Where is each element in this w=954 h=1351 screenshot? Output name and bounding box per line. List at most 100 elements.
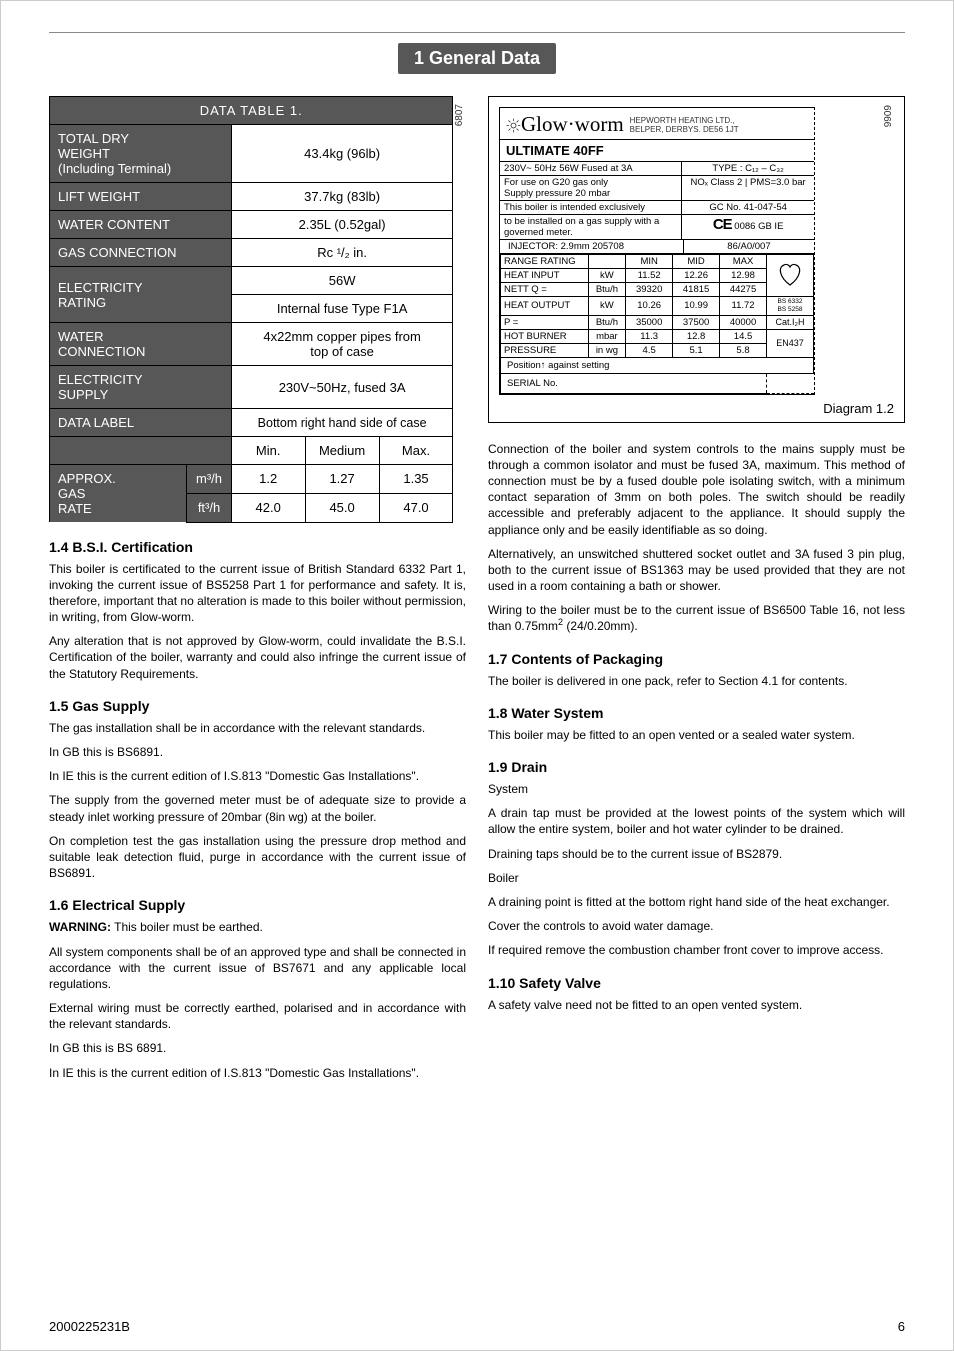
cell: 1.2 <box>231 465 305 494</box>
sun-icon <box>506 114 521 129</box>
para: In GB this is BS6891. <box>49 744 466 760</box>
plate-c: 11.52 <box>626 269 673 283</box>
plate-th <box>588 255 626 269</box>
plate-r: HEAT OUTPUT <box>501 297 589 316</box>
diagram-label: Diagram 1.2 <box>499 395 894 416</box>
plate-th: RANGE RATING <box>501 255 589 269</box>
cat-cell: BS 6332 BS 5258 <box>767 297 814 316</box>
cell: 47.0 <box>379 493 453 522</box>
cell: 1.35 <box>379 465 453 494</box>
row-label: WATER CONNECTION <box>50 323 232 366</box>
plate-c: 12.8 <box>673 329 720 343</box>
plate-c: 35000 <box>626 315 673 329</box>
para: Alternatively, an unswitched shuttered s… <box>488 546 905 595</box>
plate-cell: to be installed on a gas supply with a g… <box>500 215 682 239</box>
injector-val: 86/A0/007 <box>684 240 814 253</box>
row-label: ELECTRICITY SUPPLY <box>50 366 232 409</box>
plate-c: 5.1 <box>673 343 720 357</box>
plate-c: 12.98 <box>720 269 767 283</box>
plate-c: 14.5 <box>720 329 767 343</box>
brand-sub1: HEPWORTH HEATING LTD., <box>630 116 735 125</box>
row-val: Internal fuse Type F1A <box>231 295 453 323</box>
plate-c: 10.99 <box>673 297 720 316</box>
plate-cell: CE 0086 GB IE <box>682 215 814 239</box>
row-val: 230V~50Hz, fused 3A <box>231 366 453 409</box>
table-caption: DATA TABLE 1. <box>50 97 453 125</box>
page-title: 1 General Data <box>398 43 556 74</box>
plate-u: mbar <box>588 329 626 343</box>
plate-c: 41815 <box>673 283 720 297</box>
cell: 42.0 <box>231 493 305 522</box>
plate-c: 11.3 <box>626 329 673 343</box>
warning-label: WARNING: <box>49 920 111 934</box>
plate-r: P = <box>501 315 589 329</box>
para: This boiler is certificated to the curre… <box>49 561 466 626</box>
spacer <box>50 437 232 465</box>
plate-th: MIN <box>626 255 673 269</box>
plate-cell: GC No. 41-047-54 <box>682 201 814 214</box>
ce-mark: CE <box>713 216 732 233</box>
plate-r: HEAT INPUT <box>501 269 589 283</box>
row-val: Bottom right hand side of case <box>231 409 453 437</box>
brand-text: Glow·worm <box>521 112 624 136</box>
para: Connection of the boiler and system cont… <box>488 441 905 538</box>
col-head: Medium <box>305 437 379 465</box>
para-span: Wiring to the boiler must be to the curr… <box>488 603 905 633</box>
plate-u: in wg <box>588 343 626 357</box>
heading-16: 1.6 Electrical Supply <box>49 897 466 913</box>
plate-u: Btu/h <box>588 315 626 329</box>
plate-c: 44275 <box>720 283 767 297</box>
plate-r: NETT Q = <box>501 283 589 297</box>
ce-num: 0086 GB IE <box>734 221 783 232</box>
para: Wiring to the boiler must be to the curr… <box>488 602 905 634</box>
para: In IE this is the current edition of I.S… <box>49 1065 466 1081</box>
col-head: Min. <box>231 437 305 465</box>
para: Boiler <box>488 870 905 886</box>
plate-th: MAX <box>720 255 767 269</box>
para: Draining taps should be to the current i… <box>488 846 905 862</box>
plate-c: 4.5 <box>626 343 673 357</box>
plate-c: 12.26 <box>673 269 720 283</box>
unit: ft³/h <box>187 493 231 522</box>
cell: 1.27 <box>305 465 379 494</box>
footer-right: 6 <box>898 1319 905 1334</box>
footer-left: 2000225231B <box>49 1319 130 1334</box>
para: In GB this is BS 6891. <box>49 1040 466 1056</box>
para: A drain tap must be provided at the lowe… <box>488 805 905 837</box>
para: A draining point is fitted at the bottom… <box>488 894 905 910</box>
para: On completion test the gas installation … <box>49 833 466 882</box>
para: The supply from the governed meter must … <box>49 792 466 824</box>
row-val: 43.4kg (96lb) <box>231 125 453 183</box>
injector-label: INJECTOR: 2.9mm 205708 <box>500 240 684 253</box>
para: Cover the controls to avoid water damage… <box>488 918 905 934</box>
row-val: 56W <box>231 267 453 295</box>
cell: 45.0 <box>305 493 379 522</box>
row-label: DATA LABEL <box>50 409 232 437</box>
heading-18: 1.8 Water System <box>488 705 905 721</box>
table-code: 6807 <box>454 104 466 126</box>
heading-110: 1.10 Safety Valve <box>488 975 905 991</box>
para: The gas installation shall be in accorda… <box>49 720 466 736</box>
model-name: ULTIMATE 40FF <box>500 139 814 162</box>
para: In IE this is the current edition of I.S… <box>49 768 466 784</box>
para: WARNING: This boiler must be earthed. <box>49 919 466 935</box>
plate-cell: For use on G20 gas only Supply pressure … <box>500 176 682 200</box>
row-val: Rc ¹/₂ in. <box>231 239 453 267</box>
plate-r: HOT BURNER <box>501 329 589 343</box>
plate-u: Btu/h <box>588 283 626 297</box>
row-label: ELECTRICITY RATING <box>50 267 232 323</box>
plate-th: MID <box>673 255 720 269</box>
para-span: This boiler must be earthed. <box>111 920 263 934</box>
plate-c: 5.8 <box>720 343 767 357</box>
row-label: WATER CONTENT <box>50 211 232 239</box>
para: The boiler is delivered in one pack, ref… <box>488 673 905 689</box>
para: External wiring must be correctly earthe… <box>49 1000 466 1032</box>
para: If required remove the combustion chambe… <box>488 942 905 958</box>
plate-c: 37500 <box>673 315 720 329</box>
col-head: Max. <box>379 437 453 465</box>
para: All system components shall be of an app… <box>49 944 466 993</box>
para: Any alteration that is not approved by G… <box>49 633 466 682</box>
approx-label: APPROX. GAS RATE <box>50 465 187 523</box>
row-label: LIFT WEIGHT <box>50 183 232 211</box>
page-footer: 2000225231B 6 <box>49 1319 905 1334</box>
